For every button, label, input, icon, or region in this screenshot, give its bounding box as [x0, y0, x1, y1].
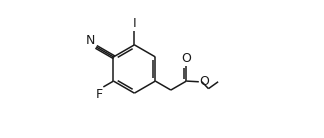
Text: I: I — [133, 17, 136, 30]
Text: N: N — [86, 34, 95, 47]
Text: O: O — [200, 75, 209, 88]
Text: O: O — [181, 52, 191, 65]
Text: F: F — [96, 88, 103, 101]
